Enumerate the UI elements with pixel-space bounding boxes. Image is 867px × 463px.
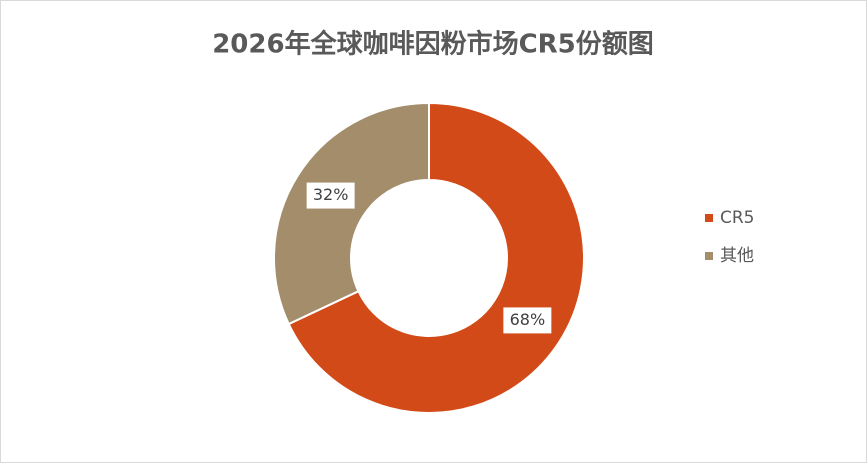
legend-label: CR5 xyxy=(720,208,755,228)
legend-swatch xyxy=(705,252,713,260)
data-label-bg xyxy=(503,307,552,334)
donut-slice xyxy=(287,101,585,414)
donut-slice xyxy=(273,101,430,326)
chart-title: 2026年全球咖啡因粉市场CR5份额图 xyxy=(212,29,654,60)
data-label: 68% xyxy=(510,310,546,329)
data-label-bg xyxy=(306,182,355,209)
legend-swatch xyxy=(705,214,713,222)
legend-label: 其他 xyxy=(720,246,754,266)
data-label: 32% xyxy=(313,185,349,204)
